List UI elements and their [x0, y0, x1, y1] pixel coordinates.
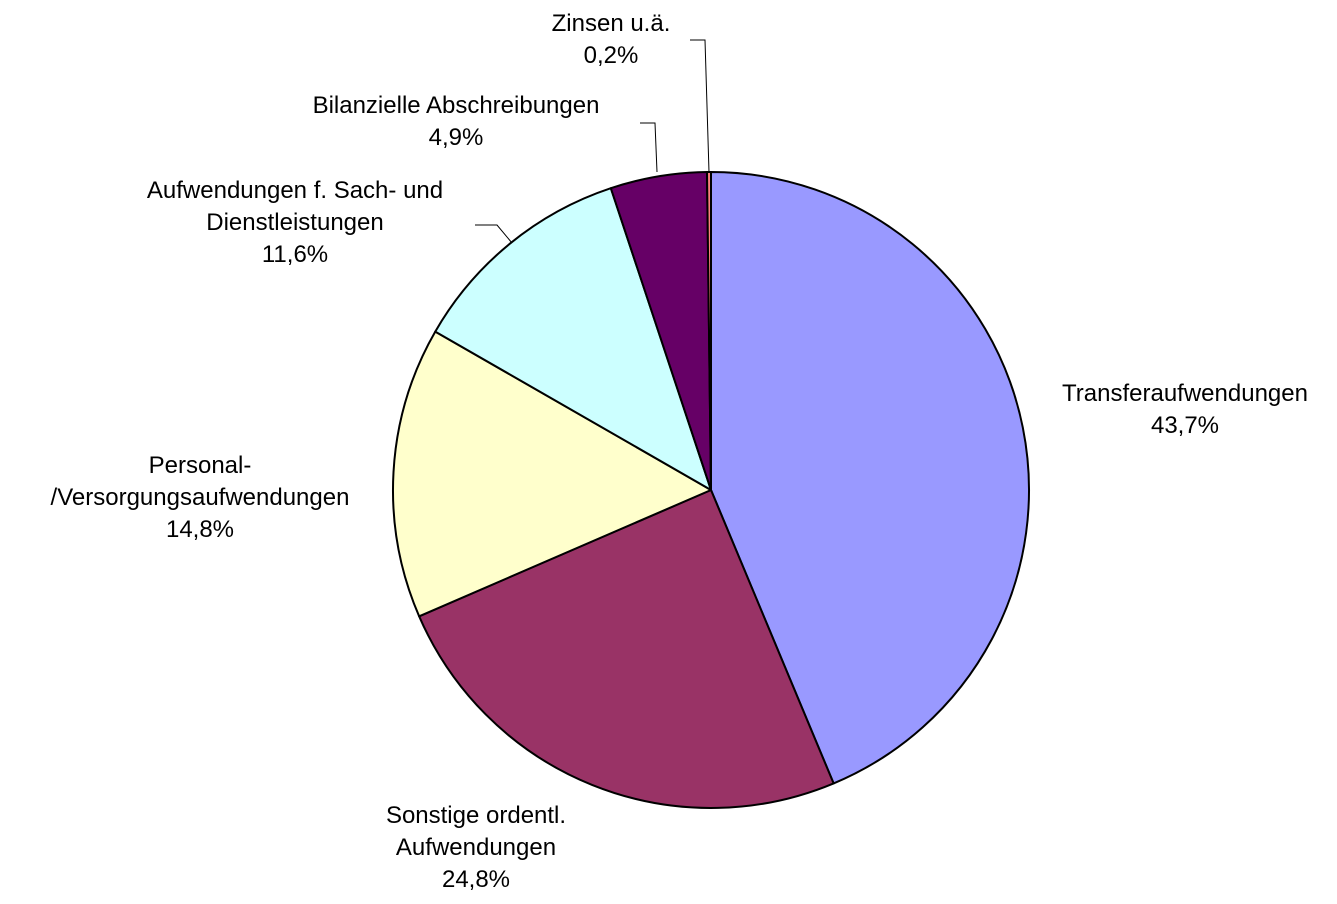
category-label: Zinsen u.ä.: [551, 10, 671, 37]
value-label: 4,9%: [428, 124, 484, 151]
category-label: Aufwendungen f. Sach- und Dienstleistung…: [146, 177, 444, 236]
value-label: 14,8%: [165, 516, 235, 543]
pie-slice: [710, 171, 1030, 785]
value-label: 43,7%: [1150, 412, 1220, 439]
slice-label: Aufwendungen f. Sach- und Dienstleistung…: [45, 175, 545, 271]
value-label: 11,6%: [261, 241, 329, 268]
slice-label: Personal- /Versorgungsaufwendungen 14,8%: [0, 450, 450, 546]
leader-line: [640, 122, 658, 173]
category-label: Bilanzielle Abschreibungen: [312, 92, 600, 119]
pie-slice: [434, 187, 712, 491]
pie: [392, 170, 1030, 809]
pie-slice: [418, 489, 835, 809]
category-label: Sonstige ordentl. Aufwendungen: [385, 802, 567, 861]
category-label: Personal- /Versorgungsaufwendungen: [50, 452, 350, 511]
value-label: 24,8%: [441, 866, 511, 893]
category-label: Transferaufwendungen: [1062, 380, 1308, 407]
pie-slice: [706, 170, 712, 491]
slice-label: Bilanzielle Abschreibungen 4,9%: [206, 90, 706, 154]
leader-line: [475, 224, 513, 244]
slice-label: Zinsen u.ä. 0,2%: [361, 8, 861, 72]
slice-label: Sonstige ordentl. Aufwendungen 24,8%: [226, 800, 726, 896]
leader-line: [690, 39, 710, 173]
slice-label: Transferaufwendungen 43,7%: [935, 378, 1337, 442]
value-label: 0,2%: [583, 42, 639, 69]
pie-slice: [392, 330, 712, 618]
